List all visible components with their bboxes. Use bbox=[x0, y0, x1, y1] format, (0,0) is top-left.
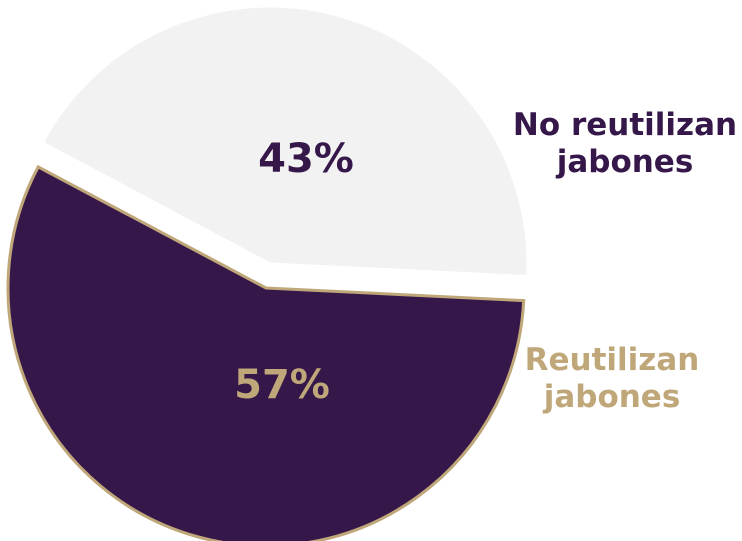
category-label-reutilizan: Reutilizan jabones bbox=[525, 342, 700, 415]
category-label-line: jabones bbox=[542, 379, 681, 415]
category-label-no-reutilizan: No reutilizan jabones bbox=[513, 107, 737, 180]
category-label-line: No reutilizan bbox=[513, 107, 737, 143]
slice-value-label-reutilizan: 57% bbox=[234, 362, 330, 408]
category-label-line: jabones bbox=[555, 144, 694, 180]
category-label-line: Reutilizan bbox=[525, 342, 700, 378]
slice-value-label-no-reutilizan: 43% bbox=[258, 136, 354, 182]
